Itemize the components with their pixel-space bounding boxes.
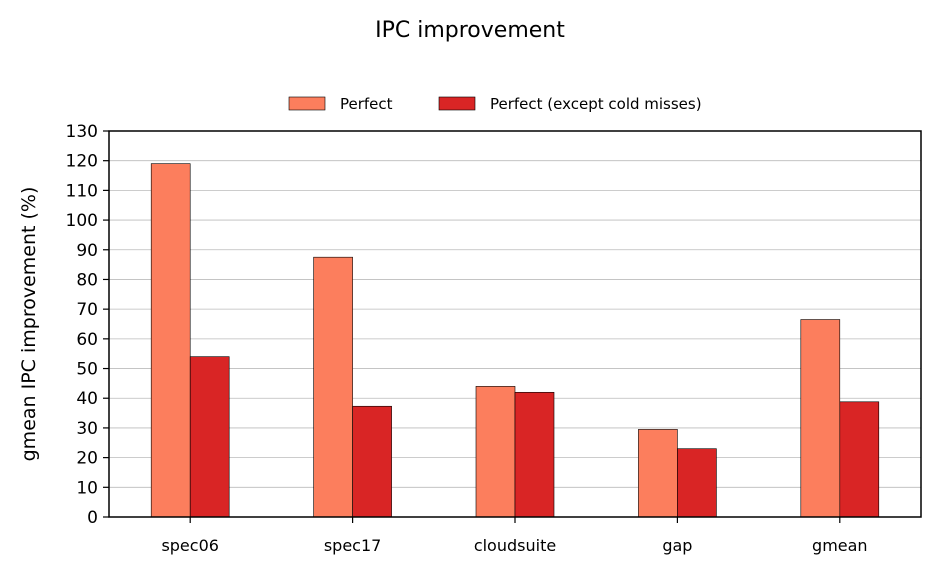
x-tick-label: gmean bbox=[812, 536, 868, 555]
y-tick-label: 100 bbox=[66, 211, 98, 231]
bar bbox=[638, 429, 678, 518]
bar bbox=[189, 356, 230, 518]
y-tick-label: 110 bbox=[66, 181, 98, 201]
y-tick-label: 60 bbox=[76, 330, 98, 350]
bar bbox=[514, 391, 555, 518]
y-tick-label: 20 bbox=[76, 449, 98, 469]
legend-swatch bbox=[288, 96, 326, 111]
y-tick-label: 30 bbox=[76, 419, 98, 439]
y-tick-label: 70 bbox=[76, 300, 98, 320]
bar bbox=[352, 405, 392, 518]
bar bbox=[313, 256, 353, 518]
gridlines bbox=[109, 160, 921, 488]
legend-label: Perfect (except cold misses) bbox=[490, 95, 702, 113]
y-tick-label: 0 bbox=[87, 508, 98, 528]
x-tick-label: cloudsuite bbox=[474, 536, 556, 555]
bar bbox=[150, 163, 191, 518]
legend-swatch bbox=[438, 96, 476, 111]
y-axis-ticks: 0 10 20 30 40 50 60 70 80 90 100 110 120 130 bbox=[66, 122, 109, 528]
legend-label: Perfect bbox=[340, 95, 393, 113]
bars bbox=[150, 163, 880, 518]
x-tick-label: spec06 bbox=[161, 536, 219, 555]
y-tick-label: 40 bbox=[76, 389, 98, 409]
y-tick-label: 50 bbox=[76, 360, 98, 380]
y-tick-label: 120 bbox=[66, 152, 98, 172]
y-tick-label: 130 bbox=[66, 122, 98, 142]
bar bbox=[839, 401, 880, 518]
bar bbox=[677, 448, 717, 518]
bar bbox=[800, 319, 841, 518]
y-tick-label: 90 bbox=[76, 241, 98, 261]
chart-title: IPC improvement bbox=[375, 18, 565, 43]
x-tick-label: spec17 bbox=[324, 536, 382, 555]
x-axis-ticks: spec06 spec17 cloudsuite gap gmean bbox=[161, 517, 868, 555]
x-tick-label: gap bbox=[662, 536, 692, 555]
y-tick-label: 10 bbox=[76, 478, 98, 498]
bar bbox=[475, 386, 516, 518]
y-tick-label: 80 bbox=[76, 270, 98, 290]
y-axis-label: gmean IPC improvement (%) bbox=[18, 187, 40, 462]
legend: Perfect Perfect (except cold misses) bbox=[288, 95, 702, 113]
